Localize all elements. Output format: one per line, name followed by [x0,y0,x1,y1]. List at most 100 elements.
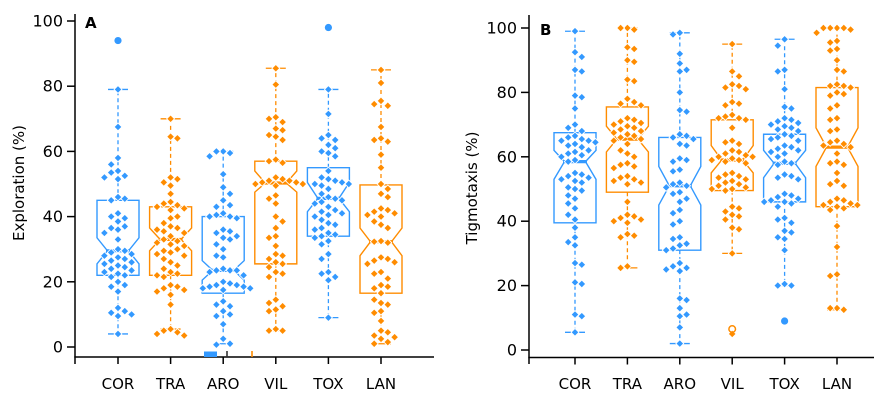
data-point [106,256,116,266]
data-point [636,118,646,128]
data-point [825,205,835,215]
data-point [271,267,281,277]
data-point [741,84,751,94]
data-point [383,223,393,233]
data-point [152,225,162,235]
data-point [172,282,182,292]
data-point [330,135,340,145]
data-point [720,178,730,188]
data-point [225,189,235,199]
data-point [616,160,626,170]
data-point [825,271,835,281]
data-point [310,179,320,189]
data-point [793,136,803,146]
data-point [218,285,228,295]
data-point [839,139,849,149]
data-point [563,123,573,133]
data-point [622,261,632,271]
data-point [120,280,130,290]
data-point [734,71,744,81]
data-point [622,210,632,220]
data-point [563,140,573,151]
data-point [113,192,123,202]
data-point [264,326,274,336]
data-point [218,264,228,274]
data-point [577,311,587,321]
data-point [727,136,737,146]
data-point [159,234,169,244]
data-point [839,203,849,213]
data-point [780,197,790,207]
data-point [152,249,162,259]
data-point [825,37,835,48]
data-point [818,200,828,210]
data-point [271,124,281,134]
panel-a-group-aro: ARO [198,146,255,393]
data-point [106,168,116,178]
data-point [383,137,393,147]
data-point [609,216,619,226]
data-point [166,172,176,183]
data-point [323,148,333,158]
data-point [225,339,235,349]
data-point [675,339,685,349]
data-point [120,262,130,272]
data-point [727,223,737,233]
data-point [369,207,379,217]
data-point [577,92,587,102]
data-point [622,179,632,189]
data-point [264,114,274,124]
svg-text:TRA: TRA [155,375,186,393]
data-point [773,124,783,134]
clipped-point-artifact [204,351,217,357]
data-point [271,257,281,267]
data-point [323,236,333,246]
data-point [629,123,639,133]
data-point [271,80,281,90]
data-point [271,155,281,165]
data-point [390,208,400,218]
data-point [773,160,783,170]
data-point [159,226,169,236]
data-point [166,197,176,207]
data-point [734,211,744,221]
data-point [773,41,783,51]
data-point [780,226,790,236]
data-point [330,205,340,215]
data-point [793,126,803,136]
data-point [271,199,281,209]
panel-b-group-cor: COR [553,26,600,393]
data-point [668,189,678,199]
data-point [323,210,333,220]
data-point [682,155,692,165]
data-point [780,234,790,244]
data-point [376,212,386,222]
svg-text:VIL: VIL [721,375,745,393]
data-point [727,168,737,178]
data-point [668,157,678,167]
data-point [172,133,182,143]
data-point [211,280,221,290]
data-point [622,218,632,228]
data-point [211,239,221,249]
data-point [218,334,228,344]
data-point [376,252,386,262]
data-point [780,149,790,159]
data-point [707,155,717,165]
data-point [629,57,639,67]
data-point [577,186,587,196]
data-point [271,249,281,259]
data-point [636,100,646,110]
data-point [616,213,626,223]
data-point [570,139,580,149]
panel-b-group-aro: ARO [658,28,702,393]
data-point [310,212,320,222]
data-point [616,132,626,143]
data-point [211,340,221,350]
data-point [211,251,221,261]
data-point [211,311,221,321]
data-point [832,136,842,146]
data-point [577,178,587,188]
svg-text:COR: COR [102,375,135,393]
data-point [727,153,737,163]
